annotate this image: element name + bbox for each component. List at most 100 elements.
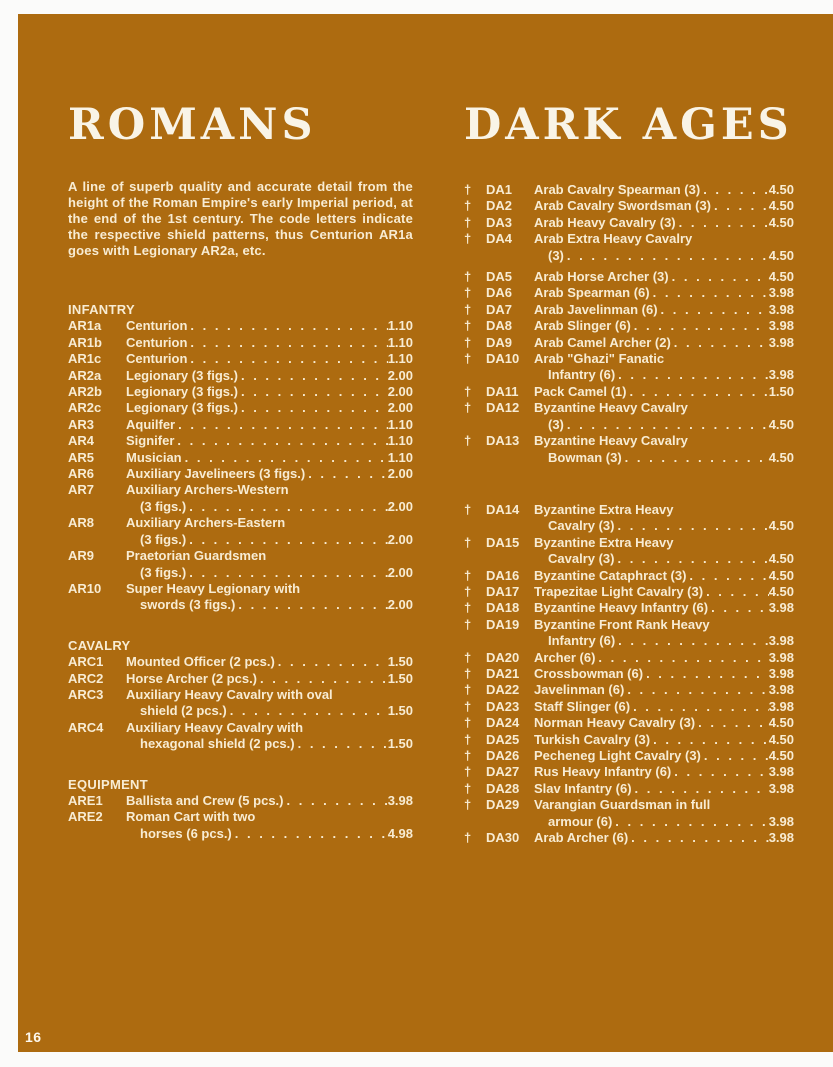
dagger-mark: † — [464, 182, 472, 197]
item-line: Infantry (6). . . . . . . . . . . . . . … — [534, 367, 794, 383]
romans-title: ROMANS — [68, 100, 317, 150]
item-name: Centurion — [126, 351, 188, 367]
item-name: Turkish Cavalry (3) — [534, 731, 651, 747]
item-name: Auxiliary Heavy Cavalry with oval — [126, 686, 333, 702]
dot-leader: . . . . . . . . . . . . . . . . . . . . … — [615, 813, 769, 829]
romans-intro: A line of superb quality and accurate de… — [68, 179, 413, 258]
item-line: Arab Heavy Cavalry (3). . . . . . . . . … — [534, 215, 794, 231]
item-name: Roman Cart with two — [126, 809, 256, 825]
catalog-row: † DA13 Byzantine Heavy Cavalry Bowman (3). … — [464, 433, 794, 466]
item-body: Roman Cart with two horses (6 pcs.). . . … — [126, 809, 413, 842]
catalog-row: † DA25 Turkish Cavalry (3). . . . . . . . … — [464, 732, 794, 748]
item-name: Horse Archer (2 pcs.) — [126, 670, 258, 686]
item-name: hexagonal shield (2 pcs.) — [140, 736, 295, 752]
item-name: (3) — [548, 416, 564, 432]
item-code: ARE2 — [68, 809, 103, 825]
item-name: Legionary (3 figs.) — [126, 400, 238, 416]
item-code: DA7 — [486, 301, 513, 317]
item-body: Byzantine Heavy Infantry (6). . . . . . … — [534, 600, 794, 616]
catalog-row: † DA15 Byzantine Extra Heavy Cavalry (3). .… — [464, 535, 794, 568]
item-price: 3.98 — [387, 792, 413, 808]
item-code: DA10 — [486, 351, 520, 367]
item-name: swords (3 figs.) — [140, 597, 236, 613]
item-code: AR7 — [68, 482, 95, 498]
item-body: Ballista and Crew (5 pcs.). . . . . . . … — [126, 793, 413, 809]
item-body: Byzantine Heavy Cavalry Bowman (3). . . .… — [534, 433, 794, 466]
dot-leader: . . . . . . . . . . . . . . . . . . . . … — [671, 269, 769, 285]
item-line: Byzantine Front Rank Heavy — [534, 617, 794, 633]
dagger-mark: † — [464, 318, 472, 334]
item-price: 1.50 — [387, 670, 413, 686]
item-price: 1.50 — [387, 703, 413, 719]
item-code: DA15 — [486, 534, 520, 550]
item-name: Byzantine Cataphract (3) — [534, 567, 687, 583]
item-code: DA20 — [486, 649, 520, 665]
catalog-row: ARC3 Auxiliary Heavy Cavalry with oval shi… — [68, 687, 413, 720]
dot-leader: . . . . . . . . . . . . . . . . . . . . … — [240, 367, 388, 383]
item-code: ARC4 — [68, 719, 104, 735]
item-price: 3.98 — [768, 698, 794, 714]
item-line: Arab Extra Heavy Cavalry — [534, 231, 794, 247]
item-line: Archer (6). . . . . . . . . . . . . . . … — [534, 650, 794, 666]
item-line: (3). . . . . . . . . . . . . . . . . . .… — [534, 248, 794, 264]
item-body: Super Heavy Legionary with swords (3 figs… — [126, 581, 413, 614]
item-price: 4.50 — [768, 583, 794, 599]
item-price: 4.50 — [768, 715, 794, 731]
item-code: DA18 — [486, 600, 520, 616]
item-name: Arab Heavy Cavalry (3) — [534, 214, 676, 230]
item-body: Slav Infantry (6). . . . . . . . . . . .… — [534, 781, 794, 797]
dagger-mark: † — [464, 780, 472, 796]
item-price: 3.98 — [768, 367, 794, 383]
item-body: Byzantine Front Rank Heavy Infantry (6). … — [534, 617, 794, 650]
dot-leader: . . . . . . . . . . . . . . . . . . . . … — [660, 301, 769, 317]
dagger-mark: † — [464, 433, 472, 449]
item-line: Byzantine Extra Heavy — [534, 535, 794, 551]
dot-leader: . . . . . . . . . . . . . . . . . . . . … — [673, 334, 769, 350]
item-code: DA12 — [486, 400, 520, 416]
item-price: 2.00 — [387, 498, 413, 514]
item-price: 4.50 — [768, 182, 794, 197]
item-line: Trapezitae Light Cavalry (3). . . . . . … — [534, 584, 794, 600]
item-body: Varangian Guardsman in full armour (6). .… — [534, 797, 794, 830]
catalog-row: AR8 Auxiliary Archers-Eastern (3 figs.). .… — [68, 515, 413, 548]
item-line: Byzantine Extra Heavy — [534, 502, 794, 518]
dot-leader: . . . . . . . . . . . . . . . . . . . . … — [678, 214, 769, 230]
item-name: Arab Extra Heavy Cavalry — [534, 231, 693, 247]
catalog-row: AR1a Centurion. . . . . . . . . . . . . .… — [68, 318, 413, 334]
item-line: Arab "Ghazi" Fanatic — [534, 351, 794, 367]
dot-leader: . . . . . . . . . . . . . . . . . . . . … — [703, 182, 769, 197]
item-line: Ballista and Crew (5 pcs.). . . . . . . … — [126, 793, 413, 809]
item-line: Arab Spearman (6). . . . . . . . . . . .… — [534, 285, 794, 301]
item-body: Auxiliary Heavy Cavalry with hexagonal sh… — [126, 720, 413, 753]
item-price: 2.00 — [387, 400, 413, 416]
item-line: Super Heavy Legionary with — [126, 581, 413, 597]
catalog-row: † DA16 Byzantine Cataphract (3). . . . . .… — [464, 568, 794, 584]
item-price: 3.98 — [768, 649, 794, 665]
catalog-row: † DA12 Byzantine Heavy Cavalry (3). . . . .… — [464, 400, 794, 433]
dot-leader: . . . . . . . . . . . . . . . . . . . . … — [703, 748, 769, 763]
item-code: AR1b — [68, 334, 102, 350]
item-body: Praetorian Guardsmen (3 figs.). . . . . .… — [126, 548, 413, 581]
catalog-row: AR2b Legionary (3 figs.). . . . . . . . .… — [68, 384, 413, 400]
catalog-row: AR1b Centurion. . . . . . . . . . . . . .… — [68, 335, 413, 351]
item-price: 3.98 — [768, 665, 794, 681]
item-code: DA22 — [486, 682, 520, 698]
item-price: 4.50 — [768, 567, 794, 583]
item-price: 4.50 — [768, 551, 794, 567]
catalog-section: CAVALRY ARC1 Mounted Officer (2 pcs.). . .… — [68, 638, 413, 753]
item-name: Ballista and Crew (5 pcs.) — [126, 792, 284, 808]
item-name: Staff Slinger (6) — [534, 698, 631, 714]
item-name: Byzantine Extra Heavy — [534, 501, 674, 517]
dot-leader: . . . . . . . . . . . . . . . . . . . . … — [618, 633, 769, 649]
item-line: (3 figs.). . . . . . . . . . . . . . . .… — [126, 532, 413, 548]
dot-leader: . . . . . . . . . . . . . . . . . . . . … — [566, 416, 769, 432]
dagger-mark: † — [464, 334, 472, 350]
item-body: Horse Archer (2 pcs.). . . . . . . . . .… — [126, 671, 413, 687]
item-line: Pecheneg Light Cavalry (3). . . . . . . … — [534, 748, 794, 764]
dagger-mark: † — [464, 649, 472, 665]
item-price: 2.00 — [387, 531, 413, 547]
item-code: DA17 — [486, 583, 520, 599]
catalog-section: EQUIPMENT ARE1 Ballista and Crew (5 pcs.).… — [68, 777, 413, 843]
item-name: Byzantine Front Rank Heavy — [534, 616, 710, 632]
dagger-mark: † — [464, 698, 472, 714]
